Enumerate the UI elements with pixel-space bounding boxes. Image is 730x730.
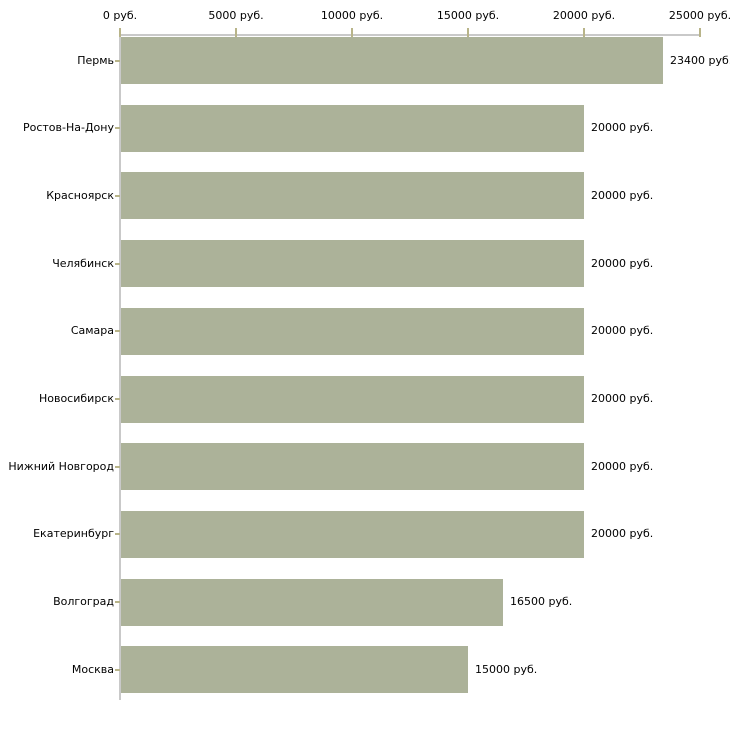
value-label: 15000 руб. <box>475 663 538 676</box>
x-axis-tick-label: 0 руб. <box>102 9 138 22</box>
x-axis-tick <box>351 28 353 37</box>
category-label: Екатеринбург <box>33 527 114 540</box>
bar <box>121 646 468 693</box>
category-label: Пермь <box>77 54 114 67</box>
category-tick <box>115 669 120 671</box>
x-axis-tick <box>699 28 701 37</box>
x-axis-tick-label: 5000 руб. <box>208 9 264 22</box>
x-axis-tick-label: 20000 руб. <box>552 9 616 22</box>
category-label: Новосибирск <box>38 392 114 405</box>
bar <box>121 240 584 287</box>
bar <box>121 376 584 423</box>
category-tick <box>115 466 120 468</box>
bar <box>121 308 584 355</box>
category-label: Красноярск <box>46 189 114 202</box>
value-label: 20000 руб. <box>591 392 654 405</box>
value-label: 20000 руб. <box>591 460 654 473</box>
x-axis-line <box>119 34 701 36</box>
x-axis-tick <box>583 28 585 37</box>
category-tick <box>115 330 120 332</box>
value-label: 20000 руб. <box>591 257 654 270</box>
value-label: 20000 руб. <box>591 324 654 337</box>
x-axis-tick <box>119 28 121 37</box>
value-label: 20000 руб. <box>591 189 654 202</box>
x-axis-tick-label: 10000 руб. <box>320 9 384 22</box>
bar <box>121 37 663 84</box>
category-tick <box>115 60 120 62</box>
category-tick <box>115 533 120 535</box>
x-axis-tick-label: 15000 руб. <box>436 9 500 22</box>
bar <box>121 511 584 558</box>
value-label: 23400 руб. <box>670 54 730 67</box>
bar <box>121 579 503 626</box>
x-axis-tick-label: 25000 руб. <box>668 9 730 22</box>
category-label: Москва <box>71 663 114 676</box>
bar <box>121 443 584 490</box>
x-axis-tick <box>235 28 237 37</box>
category-label: Волгоград <box>53 595 114 608</box>
category-tick <box>115 398 120 400</box>
category-label: Челябинск <box>52 257 114 270</box>
value-label: 20000 руб. <box>591 527 654 540</box>
value-label: 16500 руб. <box>510 595 573 608</box>
y-axis-line <box>119 34 121 700</box>
category-tick <box>115 601 120 603</box>
category-label: Самара <box>70 324 114 337</box>
category-tick <box>115 195 120 197</box>
category-label: Ростов-На-Дону <box>22 121 114 134</box>
value-label: 20000 руб. <box>591 121 654 134</box>
x-axis-tick <box>467 28 469 37</box>
bar <box>121 172 584 219</box>
bar <box>121 105 584 152</box>
category-tick <box>115 263 120 265</box>
category-label: Нижний Новгород <box>8 460 114 473</box>
category-tick <box>115 127 120 129</box>
